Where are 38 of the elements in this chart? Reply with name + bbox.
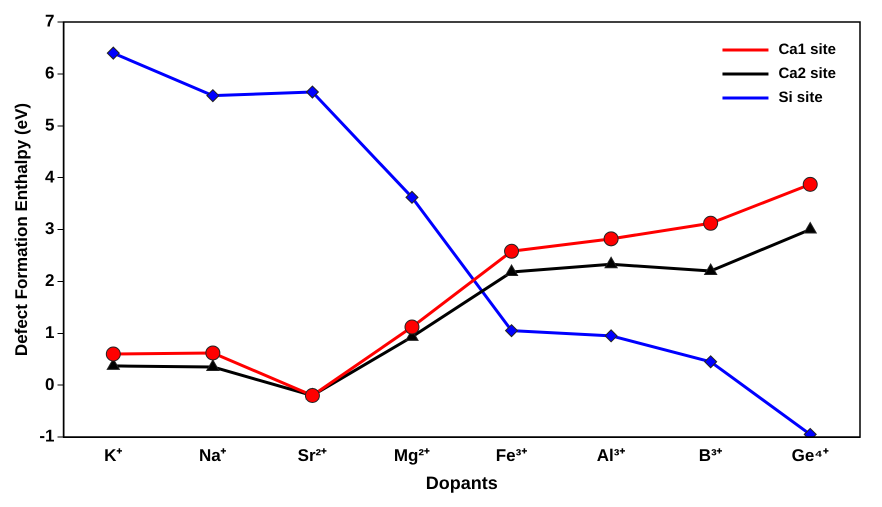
x-tick-label: B³⁺	[698, 446, 723, 465]
legend-label: Ca2 site	[778, 65, 836, 82]
point	[802, 176, 818, 192]
point	[604, 231, 619, 246]
point	[604, 329, 618, 342]
x-tick-label: Mg²⁺	[394, 446, 430, 465]
y-tick-label: 1	[45, 322, 55, 342]
x-tick-label: Ge⁴⁺	[792, 446, 829, 465]
y-tick-label: 6	[45, 64, 55, 83]
x-tick-label: Fe³⁺	[496, 446, 528, 465]
point	[504, 244, 520, 259]
legend-label: Ca1 site	[778, 41, 836, 58]
point	[306, 86, 319, 99]
x-tick-label: K⁺	[104, 446, 122, 465]
point	[304, 388, 320, 403]
point	[206, 89, 220, 102]
y-tick-label: 3	[45, 219, 55, 238]
y-tick-label: 0	[45, 374, 55, 394]
point	[405, 190, 418, 204]
point	[106, 46, 120, 60]
y-tick-label: -1	[39, 426, 55, 446]
point	[505, 324, 518, 338]
point	[404, 320, 420, 335]
point	[703, 216, 718, 231]
legend-label: Si site	[778, 89, 823, 106]
point	[704, 355, 718, 368]
x-tick-label: Al³⁺	[596, 446, 626, 465]
x-tick-label: Sr²⁺	[298, 446, 328, 465]
point	[504, 264, 518, 276]
x-axis-title: Dopants	[426, 473, 498, 494]
y-axis-title: Defect Formation Enthalpy (eV)	[12, 102, 31, 356]
y-tick-label: 4	[45, 167, 56, 186]
y-tick-label: 2	[45, 271, 55, 290]
y-tick-label: 7	[45, 12, 55, 31]
y-tick-label: 5	[45, 115, 55, 134]
x-tick-label: Na⁺	[198, 446, 227, 465]
point	[205, 345, 220, 360]
point	[106, 346, 121, 362]
